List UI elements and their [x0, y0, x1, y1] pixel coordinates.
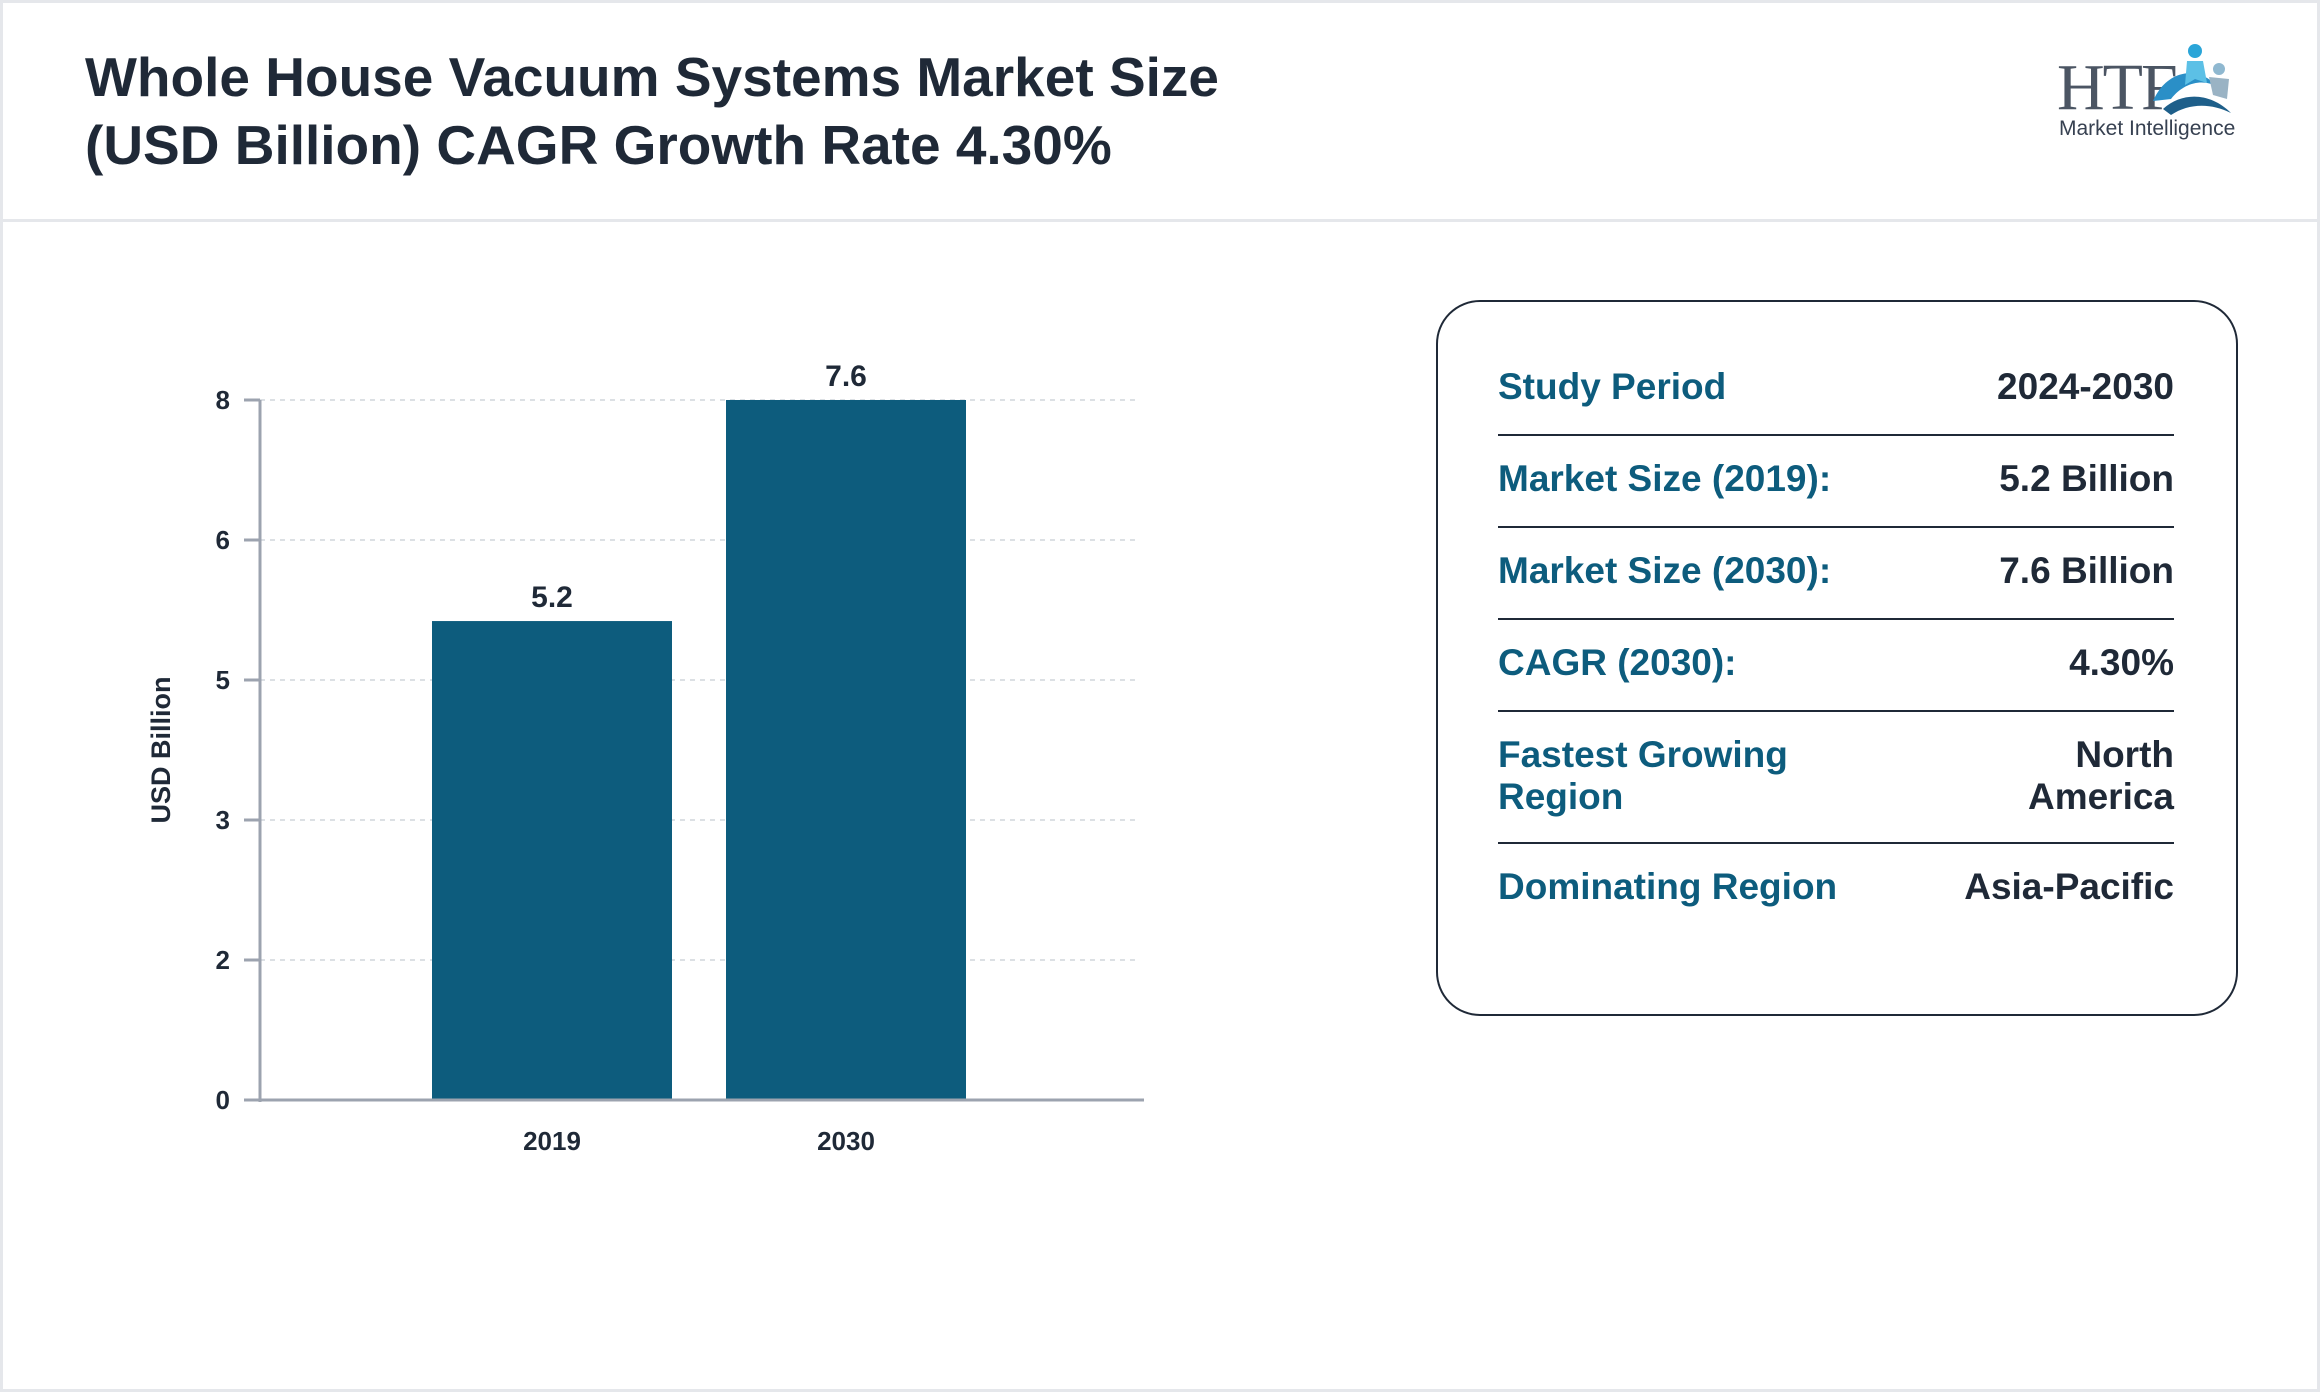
info-label: Study Period [1498, 366, 1727, 407]
info-label: Market Size (2019): [1498, 458, 1832, 499]
info-value: 2024-2030 [1997, 366, 2174, 407]
y-tick-label: 5 [216, 665, 230, 695]
data-label: 7.6 [825, 360, 867, 393]
y-tick-label: 3 [216, 805, 230, 835]
data-label: 5.2 [531, 581, 573, 614]
htf-logo: HTF Market Intelligence [2053, 39, 2243, 149]
info-row: Study Period 2024-2030 [1498, 342, 2174, 436]
logo-subtitle: Market Intelligence [2059, 117, 2236, 140]
info-row: Dominating Region Asia-Pacific [1498, 842, 2174, 934]
header: Whole House Vacuum Systems Market Size (… [3, 3, 2317, 222]
info-label: Market Size (2030): [1498, 550, 1832, 591]
chart-labels: 0 2 3 5 6 8 5.2 2019 7.6 2030 USD Billion [146, 360, 875, 1156]
bars [432, 400, 966, 1100]
axes [244, 398, 1144, 1102]
info-value: 7.6 Billion [1999, 550, 2174, 591]
title-line-2: (USD Billion) CAGR Growth Rate 4.30% [85, 114, 1112, 176]
info-value: Asia-Pacific [1964, 866, 2174, 907]
page-title: Whole House Vacuum Systems Market Size (… [85, 43, 1385, 179]
x-tick-label: 2019 [523, 1126, 581, 1156]
info-row: Fastest Growing Region North America [1498, 710, 2174, 844]
info-row: CAGR (2030): 4.30% [1498, 618, 2174, 712]
x-tick-label: 2030 [817, 1126, 875, 1156]
summary-card: Study Period 2024-2030 Market Size (2019):… [1436, 300, 2238, 1016]
y-tick-label: 0 [216, 1085, 230, 1115]
y-tick-label: 6 [216, 525, 230, 555]
info-value: 5.2 Billion [1999, 458, 2174, 499]
logo-figures-icon [2153, 44, 2231, 115]
info-row: Market Size (2019): 5.2 Billion [1498, 434, 2174, 528]
logo-wordmark: HTF [2057, 51, 2178, 124]
info-value: North America [2027, 734, 2174, 817]
info-label: Fastest Growing Region [1498, 734, 1788, 817]
y-axis-label: USD Billion [146, 677, 176, 824]
info-label: Dominating Region [1498, 866, 1838, 907]
bar-2019 [432, 621, 672, 1100]
bar-2030 [726, 400, 966, 1100]
y-tick-label: 2 [216, 945, 230, 975]
grid-lines [260, 399, 1140, 1101]
info-value: 4.30% [2069, 642, 2174, 683]
bar-chart: 0 2 3 5 6 8 5.2 2019 7.6 2030 USD Billion [146, 360, 1144, 1156]
title-line-1: Whole House Vacuum Systems Market Size [85, 46, 1219, 108]
info-label: CAGR (2030): [1498, 642, 1737, 683]
y-tick-label: 8 [216, 385, 230, 415]
info-row: Market Size (2030): 7.6 Billion [1498, 526, 2174, 620]
